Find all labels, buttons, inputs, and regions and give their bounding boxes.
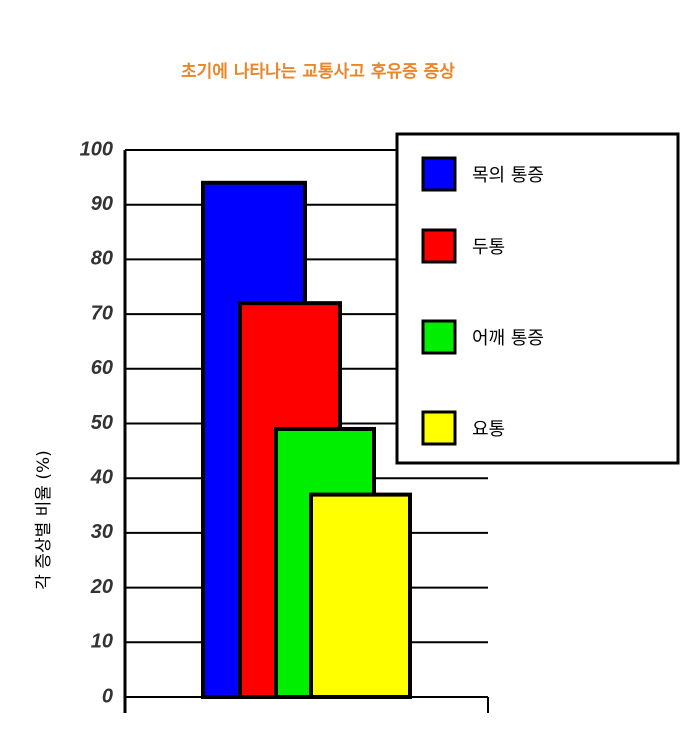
y-tick-label: 90 xyxy=(91,193,113,215)
legend-label: 어깨 통증 xyxy=(472,328,544,349)
y-tick-label: 80 xyxy=(91,248,113,270)
legend-swatch xyxy=(421,410,457,446)
y-tick-label: 70 xyxy=(91,302,113,324)
y-tick-label: 30 xyxy=(91,521,113,543)
legend-swatch xyxy=(421,319,457,355)
y-tick-label: 50 xyxy=(91,412,113,434)
legend-label: 목의 통증 xyxy=(472,165,544,186)
y-axis-label: 각 증상별 비율 (%) xyxy=(34,450,54,589)
legend-swatch xyxy=(421,156,457,192)
y-tick-label: 0 xyxy=(102,685,113,707)
bar xyxy=(309,492,412,699)
y-tick-label: 10 xyxy=(91,631,113,653)
y-tick-label: 60 xyxy=(91,357,113,379)
y-tick-label: 40 xyxy=(90,466,113,488)
legend-label: 요통 xyxy=(472,419,505,440)
legend-swatch xyxy=(421,228,457,264)
y-tick-label: 100 xyxy=(80,138,113,160)
chart-title: 초기에 나타나는 교통사고 후유증 증상 xyxy=(181,61,455,82)
y-tick-label: 20 xyxy=(90,576,113,598)
legend-label: 두통 xyxy=(472,237,505,258)
